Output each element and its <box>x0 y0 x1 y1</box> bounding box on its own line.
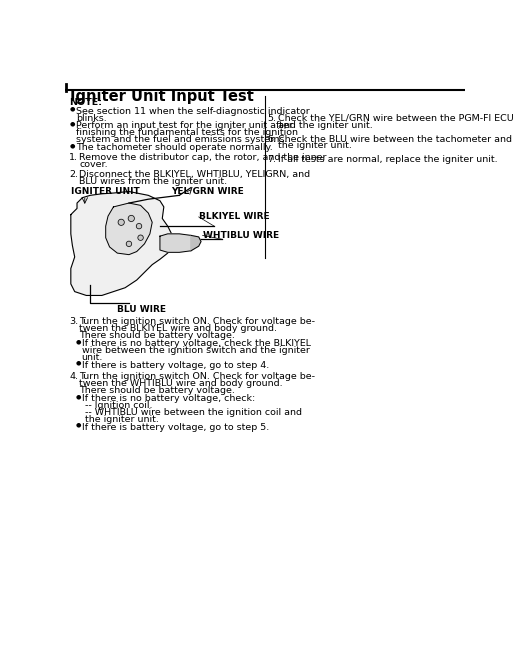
Circle shape <box>136 223 142 229</box>
Text: system and the fuel and emissions systems.: system and the fuel and emissions system… <box>76 135 287 144</box>
Text: 1.: 1. <box>69 153 78 162</box>
Circle shape <box>128 215 134 221</box>
Text: ●: ● <box>70 121 75 127</box>
Text: If all tests are normal, replace the igniter unit.: If all tests are normal, replace the ign… <box>278 156 497 164</box>
Text: WHTIBLU WIRE: WHTIBLU WIRE <box>203 231 279 240</box>
Text: the igniter unit.: the igniter unit. <box>278 142 352 150</box>
Text: Igniter Unit Input Test: Igniter Unit Input Test <box>70 89 254 104</box>
Text: 5.: 5. <box>268 114 277 123</box>
Text: Turn the ignition switch ON. Check for voltage be-: Turn the ignition switch ON. Check for v… <box>79 317 315 326</box>
Text: If there is no battery voltage, check:: If there is no battery voltage, check: <box>82 394 255 403</box>
Text: blinks.: blinks. <box>76 114 107 123</box>
Text: NOTE:: NOTE: <box>69 98 102 107</box>
Text: the igniter unit.: the igniter unit. <box>85 415 159 424</box>
Text: Remove the distributor cap, the rotor, and the inner: Remove the distributor cap, the rotor, a… <box>79 153 327 162</box>
Text: 2.: 2. <box>69 170 78 179</box>
Text: If there is battery voltage, go to step 4.: If there is battery voltage, go to step … <box>82 361 269 370</box>
Text: unit.: unit. <box>82 353 103 362</box>
Text: ●: ● <box>75 394 81 399</box>
Text: 6.: 6. <box>268 134 277 144</box>
Text: The tachometer should operate normally.: The tachometer should operate normally. <box>76 143 273 152</box>
Text: 4.: 4. <box>69 372 78 381</box>
Text: See section 11 when the self-diagnostic indicator: See section 11 when the self-diagnostic … <box>76 107 310 116</box>
Text: -- Ignition coil.: -- Ignition coil. <box>85 401 153 410</box>
Text: 3.: 3. <box>69 317 79 326</box>
Text: and the igniter unit.: and the igniter unit. <box>278 121 373 130</box>
Text: Turn the ignition switch ON. Check for voltage be-: Turn the ignition switch ON. Check for v… <box>79 372 315 381</box>
Polygon shape <box>191 235 201 251</box>
Text: YEL/GRN WIRE: YEL/GRN WIRE <box>172 186 245 195</box>
Text: If there is battery voltage, go to step 5.: If there is battery voltage, go to step … <box>82 422 269 432</box>
Circle shape <box>126 241 132 246</box>
Text: ●: ● <box>70 143 75 148</box>
Text: ●: ● <box>70 107 75 112</box>
Circle shape <box>118 219 124 225</box>
Text: If there is no battery voltage, check the BLKIYEL: If there is no battery voltage, check th… <box>82 339 311 349</box>
Polygon shape <box>105 203 152 254</box>
Text: There should be battery voltage.: There should be battery voltage. <box>79 386 235 395</box>
Text: There should be battery voltage.: There should be battery voltage. <box>79 331 235 340</box>
Text: tween the WHTIBLU wire and body ground.: tween the WHTIBLU wire and body ground. <box>79 379 283 387</box>
Text: ●: ● <box>75 361 81 366</box>
Text: finishing the fundamental tests for the ignition: finishing the fundamental tests for the … <box>76 129 298 137</box>
Text: wire between the ignition switch and the igniter: wire between the ignition switch and the… <box>82 346 310 355</box>
Text: Check the YEL/GRN wire between the PGM-FI ECU: Check the YEL/GRN wire between the PGM-F… <box>278 114 513 123</box>
Text: Perform an input test for the igniter unit after: Perform an input test for the igniter un… <box>76 121 293 130</box>
Text: Disconnect the BLKIYEL, WHTIBLU, YELIGRN, and: Disconnect the BLKIYEL, WHTIBLU, YELIGRN… <box>79 170 311 179</box>
Text: ●: ● <box>75 422 81 428</box>
Text: 7.: 7. <box>268 156 277 164</box>
Text: Check the BLU wire between the tachometer and: Check the BLU wire between the tachomete… <box>278 134 512 144</box>
Text: IGNITER UNIT: IGNITER UNIT <box>71 187 140 196</box>
Polygon shape <box>160 234 195 252</box>
Text: BLU wires from the igniter unit.: BLU wires from the igniter unit. <box>79 177 227 186</box>
Text: ●: ● <box>75 339 81 345</box>
Text: BLU WIRE: BLU WIRE <box>117 304 166 314</box>
Text: tween the BLKIYEL wire and body ground.: tween the BLKIYEL wire and body ground. <box>79 324 277 333</box>
Text: BLKIYEL WIRE: BLKIYEL WIRE <box>199 212 269 221</box>
Text: cover.: cover. <box>79 160 108 169</box>
Text: -- WHTIBLU wire between the ignition coil and: -- WHTIBLU wire between the ignition coi… <box>85 408 302 417</box>
Circle shape <box>138 235 143 241</box>
Polygon shape <box>71 192 172 295</box>
